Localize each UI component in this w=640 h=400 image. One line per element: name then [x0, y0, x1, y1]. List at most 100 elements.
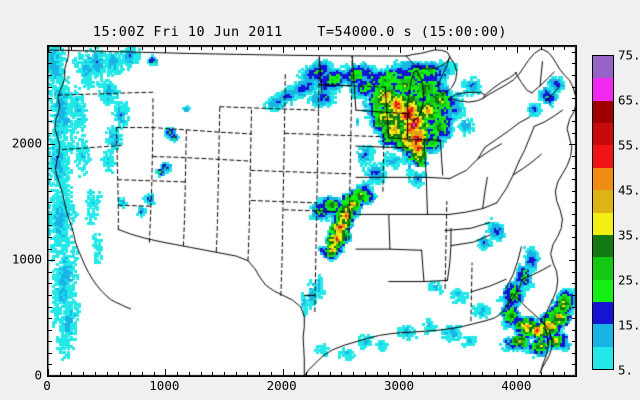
axis-tick: [95, 372, 96, 376]
axis-tick: [118, 46, 119, 50]
axis-tick: [48, 272, 52, 273]
axis-tick: [224, 46, 225, 50]
axis-tick: [572, 156, 576, 157]
axis-tick: [572, 168, 576, 169]
axis-tick: [212, 372, 213, 376]
axis-tick: [130, 46, 131, 50]
colorbar-segment: [593, 190, 613, 213]
axis-tick: [572, 98, 576, 99]
axis-tick: [48, 75, 52, 76]
axis-tick: [201, 46, 202, 50]
axis-tick: [572, 353, 576, 354]
axis-tick: [60, 372, 61, 376]
page-title: 15:00Z Fri 10 Jun 2011 T=54000.0 s (15:0…: [92, 24, 508, 40]
axis-tick: [572, 249, 576, 250]
axis-tick: [48, 295, 52, 296]
axis-tick: [48, 144, 55, 145]
axis-tick: [189, 46, 190, 50]
axis-tick: [388, 372, 389, 376]
axis-tick: [470, 372, 471, 376]
axis-tick: [564, 372, 565, 376]
x-axis-tick-label: 3000: [383, 378, 415, 393]
axis-tick: [165, 369, 166, 376]
axis-tick: [48, 87, 52, 88]
axis-tick: [341, 372, 342, 376]
colorbar-segment: [593, 324, 613, 347]
axis-tick: [365, 372, 366, 376]
axis-tick: [118, 372, 119, 376]
colorbar-tick-label: 5.: [618, 362, 634, 378]
axis-tick: [236, 372, 237, 376]
axis-tick: [569, 376, 576, 377]
colorbar-tick-label: 45.: [618, 182, 640, 198]
axis-tick: [572, 52, 576, 53]
axis-tick: [48, 133, 52, 134]
x-axis-tick-label: 0: [43, 378, 51, 393]
axis-tick: [377, 372, 378, 376]
colorbar-segment: [593, 123, 613, 146]
axis-tick: [353, 46, 354, 50]
axis-tick: [541, 46, 542, 50]
axis-tick: [48, 168, 52, 169]
axis-tick: [259, 46, 260, 50]
axis-tick: [224, 372, 225, 376]
colorbar-segment: [593, 167, 613, 191]
axis-tick: [470, 46, 471, 50]
axis-tick: [572, 87, 576, 88]
axis-tick: [48, 249, 52, 250]
axis-tick: [572, 295, 576, 296]
x-axis-tick-label: 2000: [266, 378, 297, 393]
colorbar-segment: [593, 145, 613, 168]
axis-tick: [48, 156, 52, 157]
axis-tick: [572, 307, 576, 308]
axis-tick: [412, 46, 413, 50]
axis-tick: [572, 75, 576, 76]
colorbar-tick-label: 15.: [618, 317, 640, 333]
colorbar-tick-label: 35.: [618, 227, 640, 243]
axis-tick: [572, 364, 576, 365]
axis-tick: [330, 372, 331, 376]
axis-tick: [83, 46, 84, 50]
axis-tick: [283, 369, 284, 376]
axis-tick: [572, 121, 576, 122]
colorbar-segment: [593, 346, 613, 370]
axis-tick: [459, 46, 460, 50]
axis-tick: [341, 46, 342, 50]
y-axis-tick-label: 2000: [11, 135, 42, 151]
axis-tick: [247, 46, 248, 50]
axis-tick: [48, 330, 52, 331]
axis-tick: [130, 372, 131, 376]
axis-tick: [576, 372, 577, 376]
axis-tick: [48, 341, 52, 342]
axis-tick: [48, 121, 52, 122]
axis-tick: [48, 260, 55, 261]
axis-tick: [48, 237, 52, 238]
axis-tick: [48, 283, 52, 284]
axis-tick: [572, 110, 576, 111]
axis-tick: [572, 202, 576, 203]
axis-tick: [400, 369, 401, 376]
plot-area: [47, 45, 577, 377]
axis-tick: [572, 214, 576, 215]
axis-tick: [236, 46, 237, 50]
axis-tick: [569, 144, 576, 145]
axis-tick: [247, 372, 248, 376]
axis-tick: [576, 46, 577, 50]
axis-tick: [142, 46, 143, 50]
colorbar-segment: [593, 100, 613, 124]
axis-tick: [459, 372, 460, 376]
axis-tick: [330, 46, 331, 50]
axis-tick: [572, 63, 576, 64]
axis-tick: [553, 46, 554, 50]
axis-tick: [494, 46, 495, 50]
colorbar-segment: [593, 301, 613, 325]
axis-tick: [48, 191, 52, 192]
axis-tick: [572, 133, 576, 134]
axis-tick: [529, 46, 530, 50]
axis-tick: [48, 63, 52, 64]
axis-tick: [447, 46, 448, 50]
axis-tick: [48, 369, 49, 376]
axis-tick: [435, 46, 436, 50]
axis-tick: [71, 46, 72, 50]
